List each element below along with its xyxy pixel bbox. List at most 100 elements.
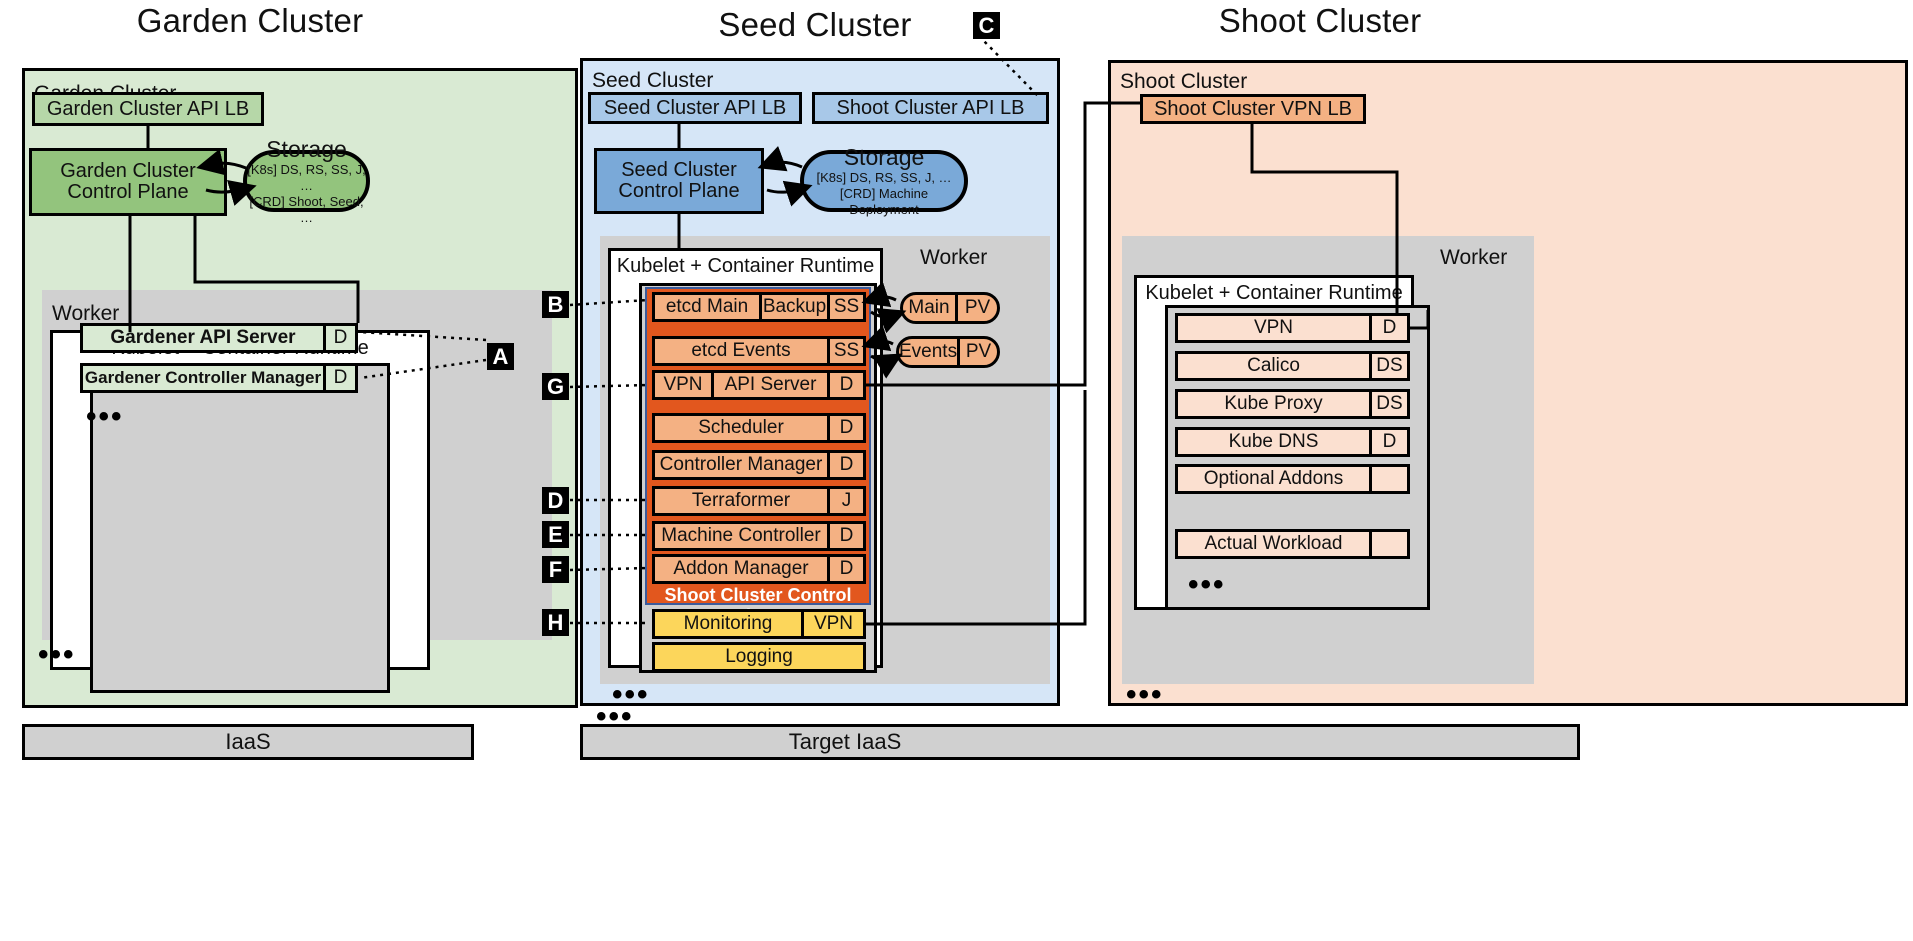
shoot-cluster-panel-label: Shoot Cluster xyxy=(1120,70,1248,93)
seed-pod-row[interactable]: etcd Main Backup SS xyxy=(652,292,866,322)
callout-tag-g: G xyxy=(542,373,569,400)
callout-tag-f: F xyxy=(542,556,569,583)
seed-pod-row[interactable]: Controller Manager D xyxy=(652,450,866,480)
seed-observability-label: Logging xyxy=(652,642,866,672)
seed-pod-row[interactable]: Addon Manager D xyxy=(652,554,866,584)
seed-pod-label: etcd Events xyxy=(652,336,830,366)
garden-api-lb[interactable]: Garden Cluster API LB xyxy=(32,92,264,126)
shoot-pod-badge: D xyxy=(1372,427,1410,457)
garden-control-plane[interactable]: Garden Cluster Control Plane xyxy=(29,148,227,216)
shoot-pod-row[interactable]: VPN D xyxy=(1175,313,1410,343)
seed-pod-row[interactable]: Terraformer J xyxy=(652,486,866,516)
shoot-pod-badge: DS xyxy=(1372,351,1410,381)
garden-control-plane-line2: Control Plane xyxy=(67,181,189,203)
seed-volume-main: Main PV xyxy=(900,292,1000,324)
seed-api-lb-label: Seed Cluster API LB xyxy=(603,96,787,119)
shoot-pod-row[interactable]: Kube Proxy DS xyxy=(1175,389,1410,419)
seed-pod-label: Scheduler xyxy=(652,413,830,443)
seed-storage: Storage [K8s] DS, RS, SS, J, … [CRD] Mac… xyxy=(800,144,968,217)
shoot-vpn-lb-label: Shoot Cluster VPN LB xyxy=(1154,97,1352,120)
shoot-kubelet-label: Kubelet + Container Runtime xyxy=(1145,282,1403,304)
callout-tag-h: H xyxy=(542,609,569,636)
seed-cluster-panel-label: Seed Cluster xyxy=(592,69,714,92)
seed-pod-label: Terraformer xyxy=(652,486,830,516)
garden-iaas-label: IaaS xyxy=(225,729,271,754)
seed-observability-badge: VPN xyxy=(804,609,866,639)
seed-api-lb[interactable]: Seed Cluster API LB xyxy=(588,92,802,124)
shoot-pod-label: Calico xyxy=(1175,351,1372,381)
seed-storage-title: Storage xyxy=(843,144,925,170)
seed-pod-badge: D xyxy=(830,413,866,443)
seed-control-plane-line1: Seed Cluster xyxy=(621,159,737,181)
shoot-pod-badge: D xyxy=(1372,313,1410,343)
garden-pod-badge: D xyxy=(326,323,358,353)
seed-pod-badge: SS xyxy=(830,292,866,322)
seed-observability-row[interactable]: Logging xyxy=(652,642,866,672)
seed-pod-label: etcd Main xyxy=(652,292,762,322)
shoot-worker-label: Worker xyxy=(1440,246,1508,269)
garden-worker-label: Worker xyxy=(52,302,120,325)
seed-pod-row[interactable]: VPN API Server D xyxy=(652,370,866,400)
shoot-pods-more: ••• xyxy=(1188,568,1226,601)
seed-iaas-bar: Target IaaS xyxy=(580,724,1580,760)
shoot-worker-more: ••• xyxy=(1126,678,1164,711)
garden-control-plane-line1: Garden Cluster xyxy=(60,160,196,182)
seed-control-plane-line2: Control Plane xyxy=(618,180,740,202)
seed-volume-badge: PV xyxy=(955,295,997,321)
shoot-pod-badge xyxy=(1372,464,1410,494)
seed-pod-label: Machine Controller xyxy=(652,521,830,551)
shoot-pod-row[interactable]: Optional Addons xyxy=(1175,464,1410,494)
seed-pod-label: Addon Manager xyxy=(652,554,830,584)
seed-control-plane[interactable]: Seed Cluster Control Plane xyxy=(594,148,764,214)
callout-tag-c: C xyxy=(973,12,1000,39)
shoot-vpn-lb[interactable]: Shoot Cluster VPN LB xyxy=(1140,94,1366,124)
seed-pod-row[interactable]: Scheduler D xyxy=(652,413,866,443)
shoot-api-lb[interactable]: Shoot Cluster API LB xyxy=(812,92,1049,124)
seed-volume-label: Main xyxy=(908,297,950,318)
shoot-pod-badge: DS xyxy=(1372,389,1410,419)
garden-storage-line1: [K8s] DS, RS, SS, J, … xyxy=(247,162,366,193)
shoot-workload-label: Actual Workload xyxy=(1175,529,1372,559)
garden-iaas-bar: IaaS xyxy=(22,724,474,760)
shoot-pod-label: VPN xyxy=(1175,313,1372,343)
seed-pod-label: Controller Manager xyxy=(652,450,830,480)
seed-volume-label: Events xyxy=(899,341,958,362)
callout-tag-b: B xyxy=(542,291,569,318)
shoot-pod-row[interactable]: Calico DS xyxy=(1175,351,1410,381)
seed-pod-label: API Server xyxy=(714,370,830,400)
seed-iaas-label: Target IaaS xyxy=(788,729,902,754)
seed-pod-badge: D xyxy=(830,450,866,480)
seed-observability-label: Monitoring xyxy=(652,609,804,639)
garden-cluster-title: Garden Cluster xyxy=(136,2,364,39)
callout-tag-e: E xyxy=(542,521,569,548)
seed-volume-events: Events PV xyxy=(896,336,1000,368)
garden-pod-host xyxy=(90,363,390,693)
shoot-api-lb-label: Shoot Cluster API LB xyxy=(836,96,1025,119)
seed-storage-line2: [CRD] Machine Deployment xyxy=(839,186,929,217)
shoot-workload-row[interactable]: Actual Workload xyxy=(1175,529,1410,559)
seed-pod-row[interactable]: etcd Events SS xyxy=(652,336,866,366)
seed-pod-badge: J xyxy=(830,486,866,516)
seed-pod-prefix: VPN xyxy=(652,370,714,400)
callout-tag-a: A xyxy=(487,343,514,370)
seed-worker-label: Worker xyxy=(920,246,988,269)
seed-volume-badge: PV xyxy=(957,339,997,365)
garden-pods-more: ••• xyxy=(86,400,124,433)
seed-pod-badge: D xyxy=(830,370,866,400)
garden-pod-label: Gardener Controller Manager xyxy=(80,363,326,393)
garden-storage: Storage [K8s] DS, RS, SS, J, … [CRD] Sho… xyxy=(243,136,370,225)
garden-worker-more: ••• xyxy=(38,638,76,671)
seed-pod-row[interactable]: Machine Controller D xyxy=(652,521,866,551)
garden-pod-row[interactable]: Gardener Controller Manager D xyxy=(80,363,358,393)
garden-pod-row[interactable]: Gardener API Server D xyxy=(80,323,358,353)
seed-pod-badge: D xyxy=(830,554,866,584)
seed-pod-badge: SS xyxy=(830,336,866,366)
shoot-pod-row[interactable]: Kube DNS D xyxy=(1175,427,1410,457)
garden-pod-label: Gardener API Server xyxy=(80,323,326,353)
seed-observability-row[interactable]: Monitoring VPN xyxy=(652,609,866,639)
seed-storage-line1: [K8s] DS, RS, SS, J, … xyxy=(816,170,952,185)
seed-kubelet-label: Kubelet + Container Runtime xyxy=(616,255,875,277)
shoot-pod-label: Kube DNS xyxy=(1175,427,1372,457)
seed-pod-badge: D xyxy=(830,521,866,551)
